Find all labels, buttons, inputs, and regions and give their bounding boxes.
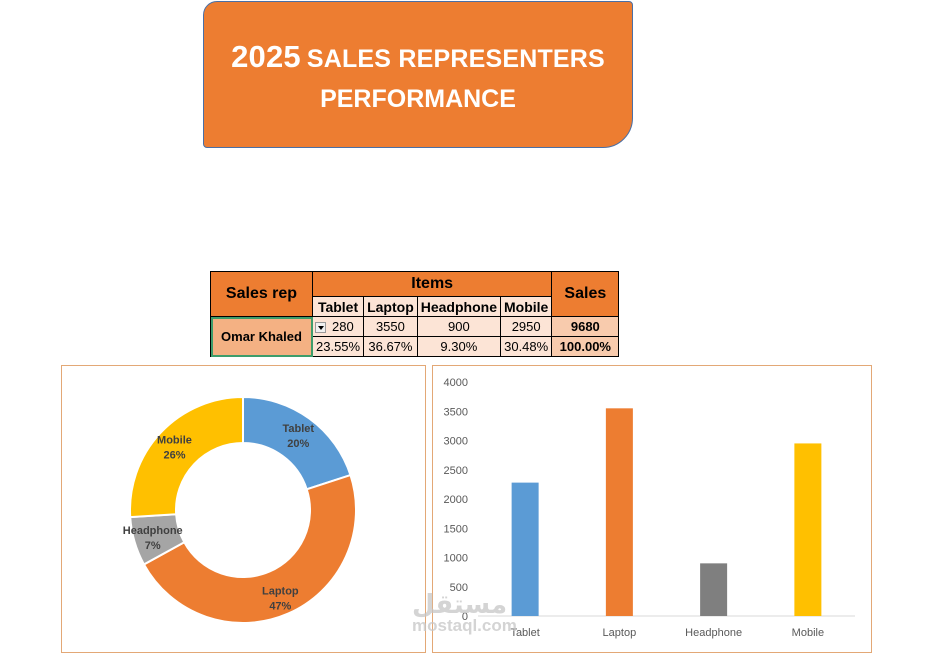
y-tick-label: 2500 [444, 465, 468, 477]
bar-chart-panel[interactable]: 0 500 1000 1500 2000 2500 3000 3500 4000 Tablet La… [432, 365, 872, 653]
x-tick-label-mobile: Mobile [792, 627, 824, 639]
sales-header: Sales [551, 271, 620, 317]
y-tick-label: 0 [462, 611, 468, 623]
watermark: مستقل mostaql.com [412, 589, 517, 636]
dropdown-arrow-icon[interactable] [315, 322, 326, 334]
rep-name-cell[interactable]: Omar Khaled [210, 316, 313, 357]
banner-title-line1: SALES REPRESENTERS [306, 45, 605, 73]
banner-line1: 2025 SALES REPRESENTERS [231, 39, 605, 75]
y-tick-label: 2000 [444, 494, 468, 506]
percent-total: 100.00% [551, 336, 620, 357]
donut-label-headphone: Headphone [123, 525, 183, 537]
banner-year: 2025 [231, 39, 301, 74]
y-tick-label: 4000 [444, 377, 468, 389]
percent-tablet: 23.55% [311, 336, 365, 357]
donut-slice-mobile [129, 395, 244, 519]
sales-table: Sales rep Items Sales Tablet Laptop Head… [210, 271, 620, 357]
rep-header: Sales rep [210, 271, 313, 317]
y-tick-label: 3500 [444, 406, 468, 418]
x-tick-label-headphone: Headphone [685, 627, 742, 639]
y-tick-label: 500 [450, 582, 468, 594]
donut-slice-laptop [142, 473, 357, 624]
percent-laptop: 36.67% [363, 336, 418, 357]
bar-headphone [700, 563, 728, 616]
donut-percent-headphone: 7% [145, 540, 161, 552]
y-tick-label: 1500 [444, 523, 468, 535]
title-banner: 2025 SALES REPRESENTERS PERFORMANCE [203, 1, 633, 148]
donut-label-mobile: Mobile [157, 435, 192, 447]
bar-laptop [605, 408, 633, 616]
y-tick-label: 3000 [444, 436, 468, 448]
col-header-laptop: Laptop [363, 296, 418, 317]
donut-percent-tablet: 20% [287, 438, 309, 450]
value-laptop: 3550 [363, 316, 418, 337]
value-total: 9680 [551, 316, 620, 337]
x-tick-label-tablet: Tablet [510, 627, 539, 639]
bar-mobile [794, 443, 822, 616]
items-header: Items [311, 271, 553, 297]
donut-percent-laptop: 47% [269, 600, 291, 612]
watermark-latin: mostaql.com [412, 616, 517, 635]
doughnut-chart-panel[interactable]: Tablet 20% Laptop 47% Headphone 7% Mobile 26% [61, 365, 426, 653]
value-tablet: 280 [311, 316, 365, 337]
col-header-mobile: Mobile [499, 296, 553, 317]
value-tablet-text: 280 [332, 319, 354, 334]
donut-percent-mobile: 26% [163, 450, 185, 462]
value-mobile: 2950 [499, 316, 553, 337]
banner-title-line2: PERFORMANCE [320, 85, 516, 113]
doughnut-chart: Tablet 20% Laptop 47% Headphone 7% Mobile 26% [123, 395, 357, 624]
watermark-arabic: مستقل [412, 589, 508, 619]
value-headphone: 900 [416, 316, 501, 337]
percent-mobile: 30.48% [499, 336, 553, 357]
x-tick-label-laptop: Laptop [603, 627, 637, 639]
y-tick-label: 1000 [444, 553, 468, 565]
bar-tablet [511, 482, 539, 616]
donut-label-laptop: Laptop [262, 585, 299, 597]
donut-label-tablet: Tablet [282, 423, 314, 435]
col-header-headphone: Headphone [416, 296, 501, 317]
col-header-tablet: Tablet [311, 296, 365, 317]
bar-chart: 0 500 1000 1500 2000 2500 3000 3500 4000 Tablet La… [444, 377, 855, 639]
percent-headphone: 9.30% [416, 336, 501, 357]
